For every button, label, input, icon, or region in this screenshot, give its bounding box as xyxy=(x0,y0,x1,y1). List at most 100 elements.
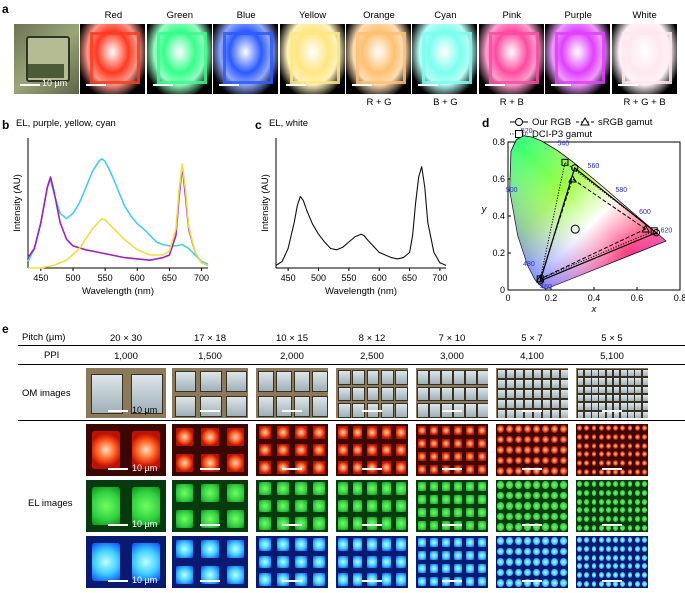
om-pixel xyxy=(497,369,506,379)
el-pixel xyxy=(132,487,160,525)
el-pixel xyxy=(577,515,583,523)
el-pixel xyxy=(542,512,549,521)
el-pixel xyxy=(620,489,626,497)
om-pixel xyxy=(551,409,560,418)
el-pixel xyxy=(367,517,377,530)
el-image-green-1 xyxy=(172,480,248,532)
el-pixel xyxy=(533,481,540,489)
el-pixel xyxy=(533,523,540,531)
om-pixel xyxy=(542,369,551,379)
el-pixel xyxy=(620,537,626,544)
el-pixel xyxy=(560,435,567,444)
el-pixel xyxy=(641,524,647,531)
el-pixel xyxy=(312,499,326,513)
om-pixel xyxy=(524,389,533,399)
om-pixel xyxy=(380,403,394,418)
om-pixel xyxy=(584,385,592,394)
el-pixel xyxy=(92,487,120,525)
el-pixel xyxy=(515,481,522,489)
el-pixel xyxy=(515,456,522,465)
el-pixel xyxy=(465,550,475,561)
el-pixel xyxy=(591,442,597,449)
device-contact xyxy=(28,64,64,78)
el-pixel xyxy=(634,459,640,467)
legend: Our RGB sRGB gamut DCI-P3 gamut xyxy=(510,116,653,140)
el-pixel xyxy=(591,481,597,488)
x-tick-label: 0.4 xyxy=(588,293,601,303)
pitch-value-1: 17 × 18 xyxy=(194,333,226,344)
el-pixel xyxy=(465,563,475,574)
el-pixel xyxy=(627,481,633,488)
tile-glow-frame xyxy=(156,32,207,84)
el-pixel xyxy=(560,547,567,556)
el-pixel xyxy=(613,489,619,497)
ppi-value-0: 1,000 xyxy=(114,351,138,362)
el-pixel xyxy=(497,446,504,454)
el-pixel xyxy=(395,461,406,474)
el-pixel xyxy=(584,537,590,544)
el-pixel xyxy=(338,573,349,586)
om-pixel xyxy=(352,386,366,402)
om-pixel xyxy=(591,410,599,418)
el-pixel xyxy=(605,433,611,441)
y-tick-label: 0.4 xyxy=(492,211,505,221)
el-pixel xyxy=(598,442,604,449)
el-pixel xyxy=(560,467,567,475)
scale-bar xyxy=(522,524,542,526)
el-pixel xyxy=(201,565,219,585)
om-pixel xyxy=(584,377,592,386)
x-tick-label: 700 xyxy=(432,273,447,283)
om-pixel xyxy=(477,403,488,418)
om-pixel xyxy=(634,385,642,394)
el-pixel xyxy=(176,427,194,447)
el-pixel xyxy=(497,512,504,521)
el-pixel xyxy=(515,502,522,510)
el-pixel xyxy=(477,464,487,475)
el-pixel xyxy=(465,451,475,462)
el-pixel xyxy=(584,507,590,514)
el-pixel xyxy=(577,563,583,570)
el-pixel xyxy=(226,427,244,447)
el-pixel xyxy=(258,573,272,586)
el-pixel xyxy=(338,555,349,569)
x-tick-label: 0.2 xyxy=(545,293,558,303)
el-pixel xyxy=(627,515,633,523)
el-pixel xyxy=(417,464,427,475)
el-pixel xyxy=(258,538,272,551)
om-pixel xyxy=(533,389,542,399)
el-pixel xyxy=(613,515,619,523)
el-pixel xyxy=(627,507,633,514)
color-combo-5: R + G xyxy=(366,97,392,108)
el-pixel xyxy=(584,481,590,488)
om-pixel xyxy=(276,396,292,417)
el-pixel xyxy=(560,456,567,465)
el-pixel xyxy=(591,537,597,544)
emission-tile-1 xyxy=(80,24,146,94)
el-pixel xyxy=(429,537,439,548)
om-pixel xyxy=(612,394,621,403)
el-pixel xyxy=(591,563,597,570)
y-tick-label: 0.2 xyxy=(492,248,505,258)
el-pixel xyxy=(524,467,531,475)
scale-bar xyxy=(108,580,128,582)
el-pixel xyxy=(465,425,475,436)
el-pixel xyxy=(453,537,463,548)
el-pixel xyxy=(591,459,597,467)
el-pixel xyxy=(381,573,392,586)
el-pixel xyxy=(584,545,590,553)
locus-wavelength-label: 560 xyxy=(588,163,600,170)
el-pixel xyxy=(533,512,540,521)
om-pixel xyxy=(634,369,642,378)
el-pixel xyxy=(627,451,633,458)
el-pixel xyxy=(641,498,647,505)
panel-label-e: e xyxy=(2,322,9,336)
el-pixel xyxy=(551,502,558,510)
el-pixel xyxy=(584,425,590,432)
el-pixel xyxy=(634,537,640,544)
el-pixel xyxy=(641,459,647,467)
el-pixel xyxy=(441,537,451,548)
el-pixel xyxy=(381,482,392,495)
el-pixel xyxy=(605,524,611,531)
el-pixel xyxy=(524,502,531,510)
white-point xyxy=(570,224,580,234)
